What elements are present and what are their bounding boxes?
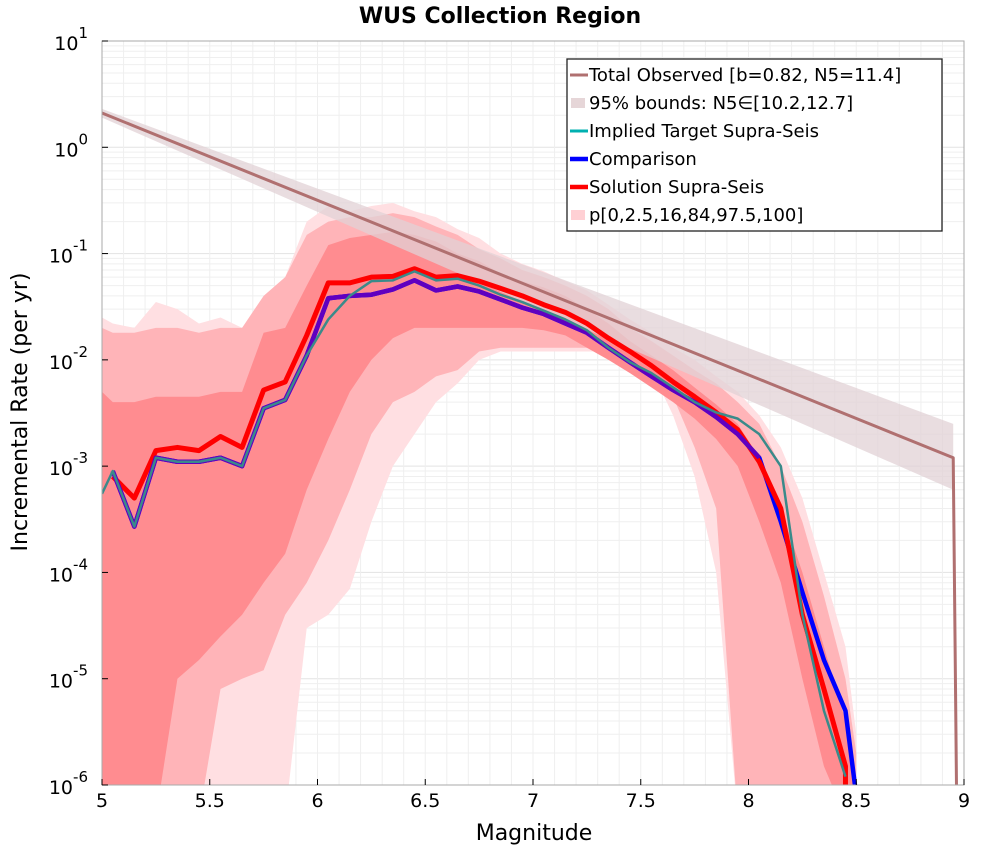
y-tick-label: 10-2	[49, 343, 88, 374]
chart-title: WUS Collection Region	[359, 4, 641, 29]
y-tick-label: 10-6	[49, 768, 88, 799]
y-tick-label: 10-3	[49, 449, 88, 480]
legend-entry-label: Comparison	[589, 149, 697, 170]
x-tick-label: 7	[527, 790, 539, 812]
x-tick-label: 6.5	[410, 790, 440, 812]
x-tick-label: 5.5	[195, 790, 225, 812]
legend-swatch	[571, 210, 585, 220]
total-observed-line	[102, 111, 958, 785]
x-tick-label: 7.5	[626, 790, 656, 812]
y-axis-label: Incremental Rate (per yr)	[8, 273, 33, 552]
legend-entry-label: p[0,2.5,16,84,97.5,100]	[589, 205, 803, 226]
legend-box	[566, 58, 943, 232]
x-tick-label: 9	[958, 790, 970, 812]
y-tick-label: 10-5	[49, 662, 88, 693]
x-tick-label: 6	[311, 790, 323, 812]
x-axis-label: Magnitude	[476, 821, 593, 846]
x-tick-label: 8	[742, 790, 754, 812]
legend-entry-label: Implied Target Supra-Seis	[589, 121, 819, 142]
legend: Total Observed [b=0.82, N5=11.4] 95% boun…	[566, 58, 943, 232]
y-tick-label: 100	[54, 130, 88, 161]
legend-entry-label: 95% bounds: N5∈[10.2,12.7]	[589, 93, 853, 114]
legend-entry-label: Solution Supra-Seis	[589, 177, 764, 198]
x-tick-label: 5	[96, 790, 108, 812]
legend-swatch	[571, 98, 585, 108]
implied-target-line	[102, 270, 847, 777]
legend-entry-label: Total Observed [b=0.82, N5=11.4]	[588, 65, 901, 86]
y-tick-label: 10-4	[49, 555, 88, 586]
y-tick-label: 101	[54, 24, 88, 55]
y-tick-label: 10-1	[49, 237, 88, 268]
x-tick-label: 8.5	[841, 790, 871, 812]
